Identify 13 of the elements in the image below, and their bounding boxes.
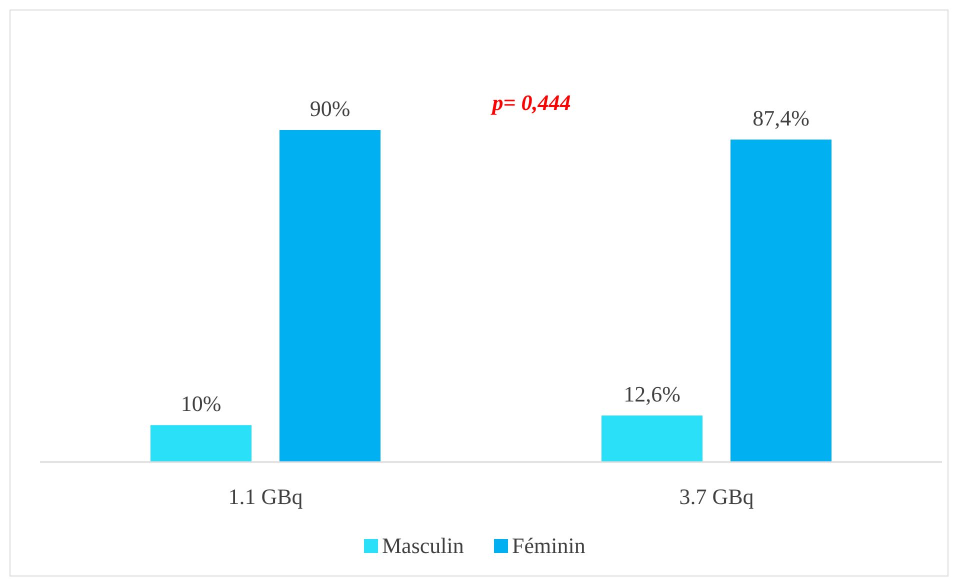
data-label: 10%: [180, 391, 222, 416]
bar: [730, 140, 832, 462]
bar: [280, 130, 380, 462]
legend-label: Masculin: [382, 533, 464, 558]
data-label: 87,4%: [752, 106, 810, 131]
legend-label: Féminin: [512, 533, 586, 558]
x-tick-label: 1.1 GBq: [228, 484, 303, 509]
bar: [602, 416, 702, 462]
text: p= 0,444: [490, 90, 571, 115]
bar: [150, 425, 252, 462]
data-label: 90%: [310, 96, 350, 121]
x-tick-label: 3.7 GBq: [679, 484, 754, 509]
data-label: 12,6%: [624, 382, 680, 407]
